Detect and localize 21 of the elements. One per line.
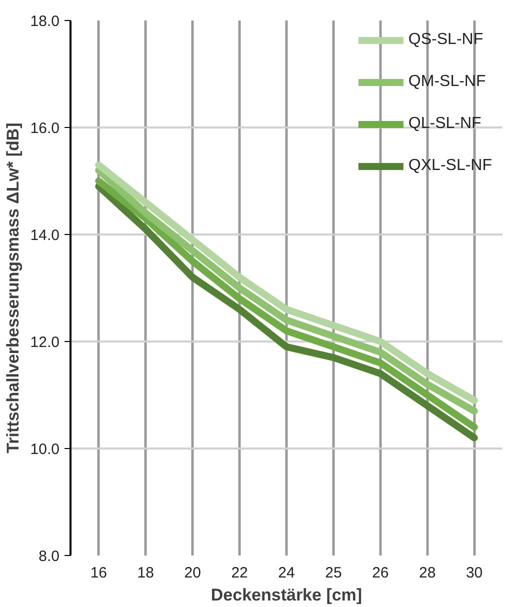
legend-label: QL-SL-NF [408, 115, 482, 133]
x-tick-label: 26 [372, 564, 389, 582]
legend-label: QS-SL-NF [408, 31, 484, 49]
x-tick-label: 18 [137, 564, 154, 582]
x-tick-label: 30 [466, 564, 483, 582]
legend-label: QM-SL-NF [408, 73, 486, 91]
legend-label: QXL-SL-NF [408, 157, 492, 175]
y-axis-title: Trittschallverbesserungsmass ΔLw* [dB] [3, 122, 22, 454]
y-tick-label: 12.0 [30, 334, 60, 351]
x-tick-label: 24 [278, 564, 295, 582]
y-tick-label: 10.0 [30, 441, 60, 458]
x-tick-label: 25 [325, 564, 342, 582]
x-tick-label: 28 [419, 564, 436, 582]
x-tick-label: 22 [231, 564, 248, 582]
y-tick-label: 18.0 [30, 13, 60, 30]
x-tick-label: 20 [184, 564, 201, 582]
y-tick-label: 16.0 [30, 120, 60, 137]
y-tick-label: 8.0 [38, 548, 60, 565]
x-tick-label: 16 [90, 564, 108, 582]
x-axis-title: Deckenstärke [cm] [210, 586, 362, 604]
y-tick-label: 14.0 [30, 227, 60, 244]
